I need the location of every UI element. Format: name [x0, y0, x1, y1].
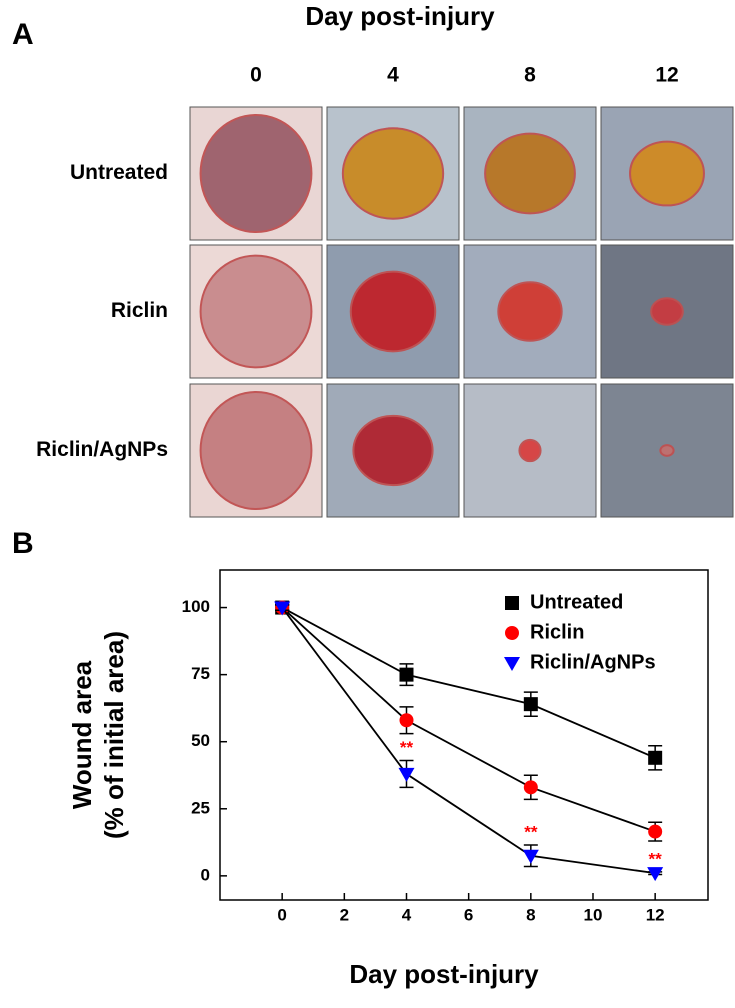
- marker: [648, 824, 663, 839]
- marker: [398, 767, 415, 782]
- wound: [518, 438, 542, 463]
- x-tick-label: 6: [464, 905, 473, 924]
- y-tick-label: 100: [182, 597, 210, 616]
- wound: [199, 113, 313, 234]
- series-line: [281, 606, 656, 759]
- y-axis-label: Wound area: [67, 660, 97, 809]
- marker: [274, 601, 291, 616]
- column-label: 12: [655, 64, 678, 87]
- x-tick-label: 8: [526, 905, 535, 924]
- marker: [399, 667, 414, 682]
- x-tick-label: 10: [584, 905, 603, 924]
- legend-marker: [504, 657, 520, 671]
- x-tick-label: 0: [277, 905, 286, 924]
- marker: [522, 849, 539, 864]
- wound: [497, 281, 563, 342]
- y-axis-label: (% of initial area): [99, 631, 129, 839]
- y-tick-label: 25: [191, 798, 210, 817]
- legend-marker: [505, 596, 519, 610]
- panel-label: B: [12, 527, 34, 560]
- row-label: Riclin: [111, 299, 168, 322]
- legend-label: Untreated: [530, 591, 623, 613]
- column-label: 0: [250, 64, 262, 87]
- wound: [199, 390, 313, 511]
- marker: [647, 867, 664, 882]
- wound: [341, 127, 445, 220]
- marker: [648, 750, 663, 765]
- significance-mark: **: [524, 822, 538, 841]
- x-axis-label: Day post-injury: [349, 959, 539, 989]
- row-label: Untreated: [70, 161, 168, 184]
- marker: [399, 713, 414, 728]
- significance-mark: **: [649, 849, 663, 868]
- wound: [659, 444, 675, 457]
- y-tick-label: 0: [201, 865, 210, 884]
- legend-marker: [505, 626, 519, 640]
- marker: [523, 697, 538, 712]
- wound: [199, 254, 313, 369]
- wound: [650, 297, 684, 326]
- significance-mark: **: [400, 738, 414, 757]
- row-label: Riclin/AgNPs: [36, 438, 168, 461]
- y-tick-label: 75: [191, 664, 210, 683]
- photo-grid: [189, 106, 734, 518]
- plot-frame: [219, 569, 709, 901]
- wound: [484, 132, 576, 215]
- column-label: 8: [524, 64, 536, 87]
- y-tick-label: 50: [191, 731, 210, 750]
- wound: [349, 270, 437, 353]
- x-tick-label: 2: [340, 905, 349, 924]
- wound: [629, 140, 705, 207]
- column-label: 4: [387, 64, 399, 87]
- panel-title: Day post-injury: [305, 1, 495, 31]
- legend-label: Riclin: [530, 621, 584, 643]
- series-line: [281, 607, 656, 875]
- panel-label: A: [12, 18, 34, 51]
- x-tick-label: 12: [646, 905, 665, 924]
- marker: [523, 780, 538, 795]
- legend-label: Riclin/AgNPs: [530, 651, 656, 673]
- wound: [352, 414, 434, 487]
- x-tick-label: 4: [402, 905, 412, 924]
- series-line: [281, 606, 656, 833]
